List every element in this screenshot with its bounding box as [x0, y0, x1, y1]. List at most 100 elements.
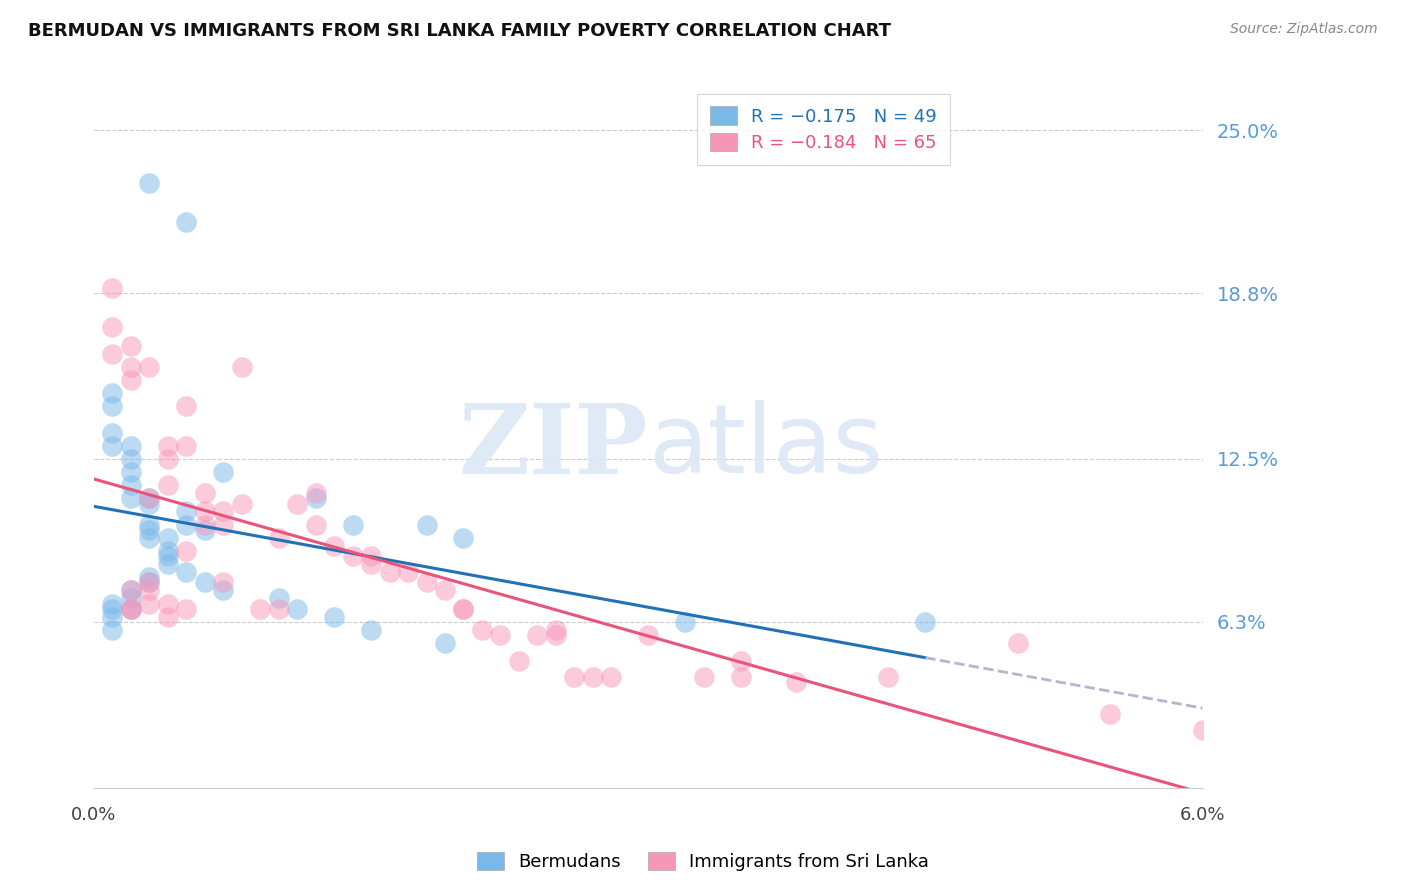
- Point: [120, 373, 142, 387]
- Point: [138, 531, 160, 545]
- Point: [176, 565, 198, 579]
- Point: [285, 602, 308, 616]
- Point: [120, 583, 142, 598]
- Point: [138, 491, 160, 506]
- Point: [212, 465, 235, 479]
- Point: [249, 602, 271, 616]
- Text: 6.0%: 6.0%: [1180, 806, 1225, 824]
- Point: [231, 359, 253, 374]
- Point: [138, 523, 160, 537]
- Point: [156, 609, 179, 624]
- Text: Source: ZipAtlas.com: Source: ZipAtlas.com: [1230, 22, 1378, 37]
- Point: [101, 399, 124, 413]
- Point: [101, 623, 124, 637]
- Point: [120, 478, 142, 492]
- Point: [692, 670, 714, 684]
- Point: [120, 491, 142, 506]
- Point: [730, 654, 752, 668]
- Text: 0.0%: 0.0%: [72, 806, 117, 824]
- Point: [101, 425, 124, 440]
- Point: [138, 359, 160, 374]
- Point: [101, 346, 124, 360]
- Point: [156, 531, 179, 545]
- Point: [730, 670, 752, 684]
- Point: [1191, 723, 1213, 737]
- Point: [415, 517, 437, 532]
- Point: [453, 602, 475, 616]
- Point: [120, 465, 142, 479]
- Text: atlas: atlas: [648, 401, 883, 493]
- Point: [877, 670, 900, 684]
- Point: [138, 583, 160, 598]
- Point: [212, 517, 235, 532]
- Point: [120, 602, 142, 616]
- Point: [194, 486, 217, 500]
- Point: [138, 497, 160, 511]
- Point: [433, 636, 456, 650]
- Point: [138, 176, 160, 190]
- Point: [120, 339, 142, 353]
- Point: [138, 575, 160, 590]
- Point: [285, 497, 308, 511]
- Point: [120, 602, 142, 616]
- Point: [453, 602, 475, 616]
- Point: [212, 583, 235, 598]
- Point: [785, 675, 807, 690]
- Point: [156, 478, 179, 492]
- Point: [156, 557, 179, 571]
- Point: [267, 602, 290, 616]
- Point: [120, 591, 142, 606]
- Text: BERMUDAN VS IMMIGRANTS FROM SRI LANKA FAMILY POVERTY CORRELATION CHART: BERMUDAN VS IMMIGRANTS FROM SRI LANKA FA…: [28, 22, 891, 40]
- Legend: Bermudans, Immigrants from Sri Lanka: Bermudans, Immigrants from Sri Lanka: [470, 845, 936, 879]
- Point: [176, 439, 198, 453]
- Point: [176, 504, 198, 518]
- Point: [176, 517, 198, 532]
- Point: [138, 491, 160, 506]
- Point: [120, 439, 142, 453]
- Point: [156, 549, 179, 564]
- Point: [360, 549, 382, 564]
- Point: [120, 359, 142, 374]
- Point: [1099, 706, 1122, 721]
- Point: [176, 399, 198, 413]
- Point: [1007, 636, 1029, 650]
- Point: [176, 215, 198, 229]
- Point: [415, 575, 437, 590]
- Point: [526, 628, 548, 642]
- Point: [212, 504, 235, 518]
- Point: [120, 602, 142, 616]
- Point: [138, 575, 160, 590]
- Point: [194, 517, 217, 532]
- Point: [396, 565, 419, 579]
- Point: [101, 386, 124, 401]
- Point: [582, 670, 605, 684]
- Legend: R = −0.175   N = 49, R = −0.184   N = 65: R = −0.175 N = 49, R = −0.184 N = 65: [697, 94, 949, 165]
- Point: [176, 544, 198, 558]
- Point: [600, 670, 623, 684]
- Point: [101, 597, 124, 611]
- Point: [304, 491, 326, 506]
- Point: [138, 570, 160, 584]
- Point: [194, 575, 217, 590]
- Point: [304, 517, 326, 532]
- Point: [120, 451, 142, 466]
- Point: [101, 320, 124, 334]
- Point: [156, 439, 179, 453]
- Point: [323, 539, 346, 553]
- Text: ZIP: ZIP: [458, 400, 648, 494]
- Point: [194, 504, 217, 518]
- Point: [637, 628, 659, 642]
- Point: [378, 565, 401, 579]
- Point: [673, 615, 696, 629]
- Point: [231, 497, 253, 511]
- Point: [508, 654, 530, 668]
- Point: [562, 670, 585, 684]
- Point: [101, 281, 124, 295]
- Point: [138, 517, 160, 532]
- Point: [471, 623, 494, 637]
- Point: [453, 531, 475, 545]
- Point: [304, 486, 326, 500]
- Point: [544, 628, 567, 642]
- Point: [267, 591, 290, 606]
- Point: [101, 602, 124, 616]
